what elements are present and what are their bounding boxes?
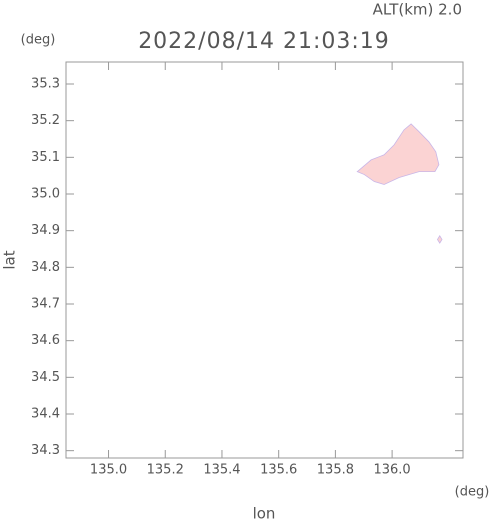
y-tick-label: 34.5 [31, 370, 60, 385]
y-tick-label: 34.8 [31, 260, 60, 275]
x-tick-label: 136.0 [373, 463, 410, 478]
y-tick-label: 34.6 [31, 333, 60, 348]
y-tick-label: 34.3 [31, 443, 60, 458]
x-tick-label: 135.0 [90, 463, 127, 478]
y-tick-label: 35.1 [31, 150, 60, 165]
x-unit: (deg) [455, 485, 490, 500]
x-tick-label: 135.2 [147, 463, 184, 478]
y-axis-label: lat [1, 250, 19, 269]
y-unit: (deg) [21, 33, 56, 48]
y-tick-label: 35.3 [31, 77, 60, 92]
y-tick-label: 34.4 [31, 407, 60, 422]
y-tick-label: 34.7 [31, 297, 60, 312]
plot-frame [65, 61, 464, 459]
radar-echo [356, 123, 440, 185]
y-tick-label: 34.9 [31, 223, 60, 238]
y-tick-label: 35.2 [31, 113, 60, 128]
x-tick-label: 135.8 [317, 463, 354, 478]
chart-subtitle: ALT(km) 2.0 [373, 1, 462, 19]
radar-echo [437, 235, 443, 244]
y-tick-label: 35.0 [31, 187, 60, 202]
chart-title: 2022/08/14 21:03:19 [138, 29, 390, 54]
x-tick-label: 135.6 [260, 463, 297, 478]
x-tick-label: 135.4 [203, 463, 240, 478]
x-axis-label: lon [253, 505, 276, 521]
